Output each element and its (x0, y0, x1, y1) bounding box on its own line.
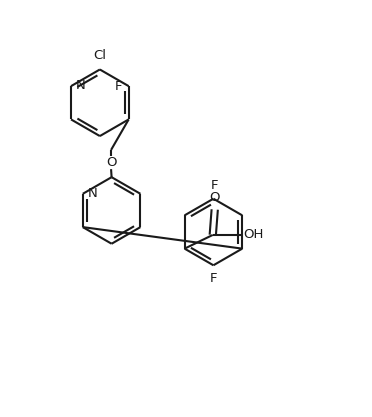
Text: N: N (76, 79, 86, 92)
Text: F: F (211, 179, 218, 192)
Text: F: F (210, 272, 217, 285)
Text: F: F (115, 80, 122, 93)
Text: O: O (106, 156, 116, 169)
Text: Cl: Cl (93, 50, 106, 63)
Text: N: N (88, 186, 97, 199)
Text: OH: OH (243, 229, 263, 241)
Text: O: O (209, 191, 220, 204)
